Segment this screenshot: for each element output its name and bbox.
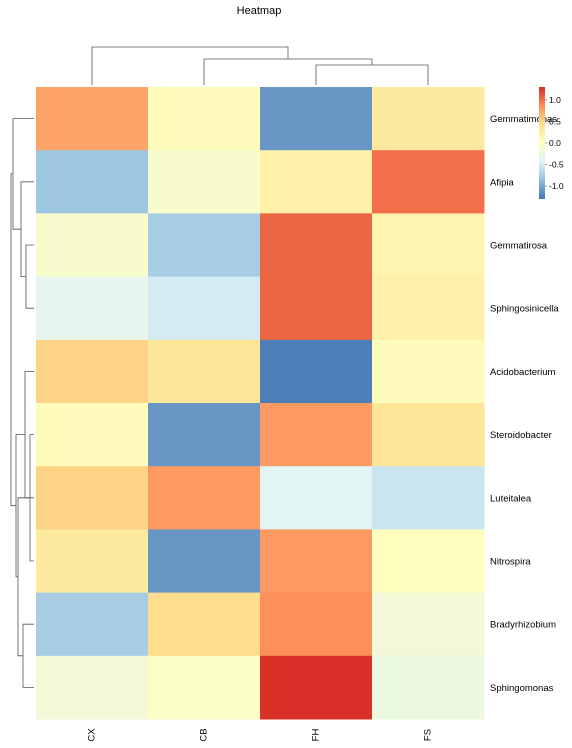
legend-tick-label: 0.5 xyxy=(549,116,561,126)
cell-steroidobacter-cb xyxy=(148,403,261,467)
column-label: FS xyxy=(423,729,434,741)
cell-afipia-fs xyxy=(372,150,485,214)
row-label: Bradyrhizobium xyxy=(490,620,556,631)
legend-tick-label: 0.0 xyxy=(549,138,561,148)
dendrogram-branch xyxy=(12,118,34,230)
color-legend: 1.0 0.5 0.0 -0.5 -1.0 xyxy=(539,87,564,199)
cell-luteitalea-fh xyxy=(260,466,373,530)
dendrogram-branch xyxy=(22,623,34,688)
cell-steroidobacter-fs xyxy=(372,403,485,467)
cell-gemmatirosa-fh xyxy=(260,213,373,278)
dendrogram-branch xyxy=(25,244,34,309)
dendrogram-branch xyxy=(91,46,289,85)
cell-sphingomonas-cx xyxy=(36,655,149,720)
dendrogram-branch xyxy=(10,173,16,507)
cell-sphingomonas-fs xyxy=(372,655,485,720)
heatmap-cells xyxy=(36,87,485,720)
cell-acidobacterium-fs xyxy=(372,339,485,404)
cell-sphingomonas-fh xyxy=(260,655,373,720)
cell-nitrospira-cb xyxy=(148,529,261,594)
legend-tick-label: 1.0 xyxy=(549,95,561,105)
row-label: Sphingomonas xyxy=(490,683,554,694)
row-label: Gemmatimonas xyxy=(490,114,557,125)
cell-nitrospira-fs xyxy=(372,529,485,594)
cell-afipia-cb xyxy=(148,150,261,214)
cell-nitrospira-cx xyxy=(36,529,149,594)
row-label: Gemmatirosa xyxy=(490,241,548,252)
legend-colorbar xyxy=(539,87,545,199)
cell-steroidobacter-cx xyxy=(36,403,149,467)
cell-gemmatimonas-fs xyxy=(372,87,485,151)
cell-gemmatirosa-fs xyxy=(372,213,485,278)
row-dendrogram xyxy=(10,118,34,688)
cell-bradyrhizobium-fh xyxy=(260,592,373,657)
cell-acidobacterium-cb xyxy=(148,339,261,404)
cell-nitrospira-fh xyxy=(260,529,373,594)
row-label: Sphingosinicella xyxy=(490,304,559,315)
cell-gemmatirosa-cb xyxy=(148,213,261,278)
legend-tick-label: -0.5 xyxy=(549,160,564,170)
row-labels: Gemmatimonas Afipia Gemmatirosa Sphingosini… xyxy=(490,114,559,694)
cell-sphingosinicella-cx xyxy=(36,276,149,341)
cell-luteitalea-cx xyxy=(36,466,149,530)
column-label: CB xyxy=(199,728,210,741)
cell-gemmatimonas-cx xyxy=(36,87,149,151)
cell-bradyrhizobium-cb xyxy=(148,592,261,657)
dendrogram-branch xyxy=(315,64,429,85)
cell-steroidobacter-fh xyxy=(260,403,373,467)
column-labels: CX CB FH FS xyxy=(87,728,434,742)
dendrogram-branch xyxy=(20,181,34,277)
dendrogram-branch xyxy=(203,58,373,85)
column-dendrogram xyxy=(91,46,429,85)
row-label: Afipia xyxy=(490,177,514,188)
cell-sphingosinicella-fs xyxy=(372,276,485,341)
cell-gemmatimonas-cb xyxy=(148,87,261,151)
row-label: Nitrospira xyxy=(490,557,531,568)
column-label: FH xyxy=(311,729,322,742)
row-label: Acidobacterium xyxy=(490,367,556,378)
dendrogram-branch xyxy=(15,434,25,578)
cell-afipia-fh xyxy=(260,150,373,214)
cell-sphingosinicella-fh xyxy=(260,276,373,341)
cell-luteitalea-cb xyxy=(148,466,261,530)
cell-sphingosinicella-cb xyxy=(148,276,261,341)
cell-afipia-cx xyxy=(36,150,149,214)
dendrogram-branch xyxy=(17,497,34,657)
cell-bradyrhizobium-cx xyxy=(36,592,149,657)
column-label: CX xyxy=(87,728,98,742)
cell-gemmatirosa-cx xyxy=(36,213,149,278)
row-label: Steroidobacter xyxy=(490,430,552,441)
cell-acidobacterium-fh xyxy=(260,339,373,404)
cell-acidobacterium-cx xyxy=(36,339,149,404)
cell-luteitalea-fs xyxy=(372,466,485,530)
cell-sphingomonas-cb xyxy=(148,655,261,720)
row-label: Luteitalea xyxy=(490,493,532,504)
chart-title: Heatmap xyxy=(237,5,282,17)
cell-gemmatimonas-fh xyxy=(260,87,373,151)
cell-bradyrhizobium-fs xyxy=(372,592,485,657)
legend-tick-label: -1.0 xyxy=(549,181,564,191)
